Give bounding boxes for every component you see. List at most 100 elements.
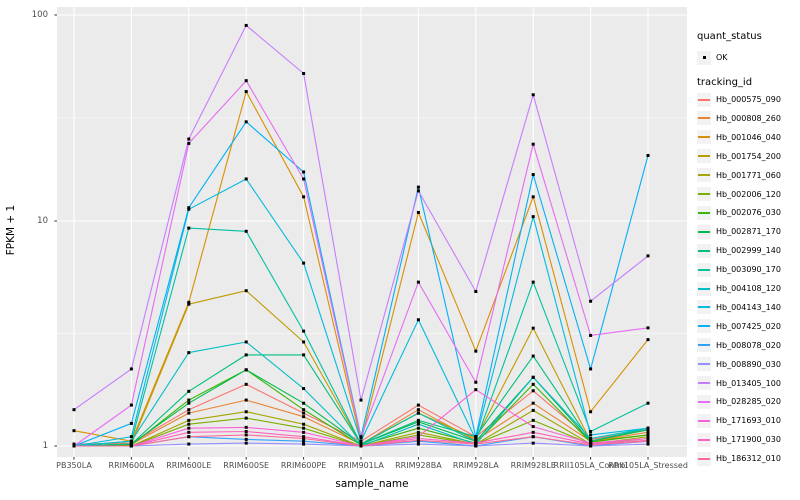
data-point — [244, 353, 248, 357]
x-tick-label: RRIM928LE — [510, 461, 556, 470]
data-point — [474, 444, 478, 448]
data-point — [646, 153, 650, 157]
legend-line-swatch — [698, 174, 710, 177]
legend-item-label: Hb_008890_030 — [716, 359, 781, 369]
data-point — [244, 433, 248, 437]
legend-item-Hb_004108_120: Hb_004108_120 — [697, 279, 781, 298]
data-point — [359, 444, 363, 448]
data-point — [244, 23, 248, 27]
ok-point-icon — [702, 56, 706, 59]
x-axis-title: sample_name — [335, 478, 409, 490]
data-point — [302, 195, 306, 199]
legend-item-label: Hb_186312_010 — [716, 454, 781, 464]
data-point — [302, 411, 306, 415]
data-point — [187, 302, 191, 306]
legend-line-swatch — [698, 211, 710, 214]
data-point — [531, 418, 535, 422]
data-point — [187, 426, 191, 430]
legend-item-label: Hb_171900_030 — [716, 435, 781, 445]
legend-item-label: Hb_013405_100 — [716, 378, 781, 388]
legend-item-Hb_002871_170: Hb_002871_170 — [697, 222, 781, 241]
data-point — [302, 387, 306, 391]
panel-background — [57, 7, 687, 457]
data-point — [244, 120, 248, 124]
data-point — [244, 79, 248, 83]
x-tick-label: PB350LA — [56, 461, 92, 470]
legend-item-label: Hb_001754_200 — [716, 151, 781, 161]
data-point — [416, 189, 420, 193]
data-point — [416, 433, 420, 437]
data-point — [646, 435, 650, 439]
data-point — [187, 351, 191, 355]
legend-item-label: Hb_002871_170 — [716, 227, 781, 237]
data-point — [589, 367, 593, 371]
data-point — [187, 300, 191, 304]
data-point — [589, 429, 593, 433]
data-point — [359, 442, 363, 446]
legend-key-box — [697, 130, 711, 145]
data-point — [589, 333, 593, 337]
data-point — [646, 426, 650, 430]
data-point — [72, 444, 76, 448]
data-point — [531, 441, 535, 445]
legend-key-box — [697, 262, 711, 277]
legend-key-box — [697, 300, 711, 315]
data-point — [129, 435, 133, 439]
data-point — [474, 349, 478, 353]
data-point — [531, 280, 535, 284]
legend-key-box — [697, 451, 711, 466]
data-point — [244, 441, 248, 445]
data-point — [531, 93, 535, 97]
data-point — [187, 389, 191, 393]
legend-line-swatch — [698, 249, 710, 252]
data-point — [72, 408, 76, 412]
data-point — [187, 411, 191, 415]
data-point — [359, 398, 363, 402]
legend-line-swatch — [698, 230, 710, 233]
y-tick-label: 1 — [42, 441, 48, 451]
legend: quant_status OK tracking_id Hb_000575_09… — [690, 0, 800, 500]
legend-line-swatch — [698, 457, 710, 460]
data-point — [589, 410, 593, 414]
legend-line-swatch — [698, 136, 710, 139]
data-point — [531, 401, 535, 405]
data-point — [302, 353, 306, 357]
legend-item-Hb_013405_100: Hb_013405_100 — [697, 374, 781, 393]
data-point — [646, 401, 650, 405]
legend-key-box — [697, 432, 711, 447]
legend-item-Hb_003090_170: Hb_003090_170 — [697, 260, 781, 279]
data-point — [302, 177, 306, 181]
legend-item-Hb_008890_030: Hb_008890_030 — [697, 355, 781, 374]
legend-line-swatch — [698, 382, 710, 384]
data-point — [187, 401, 191, 405]
legend-item-Hb_001046_040: Hb_001046_040 — [697, 128, 781, 147]
legend-line-swatch — [698, 438, 710, 441]
data-point — [474, 437, 478, 441]
data-point — [187, 435, 191, 439]
legend-item-Hb_171900_030: Hb_171900_030 — [697, 430, 781, 449]
legend-item-label: Hb_000575_090 — [716, 95, 781, 104]
data-point — [359, 436, 363, 440]
data-point — [129, 442, 133, 446]
legend-item-label: Hb_002999_140 — [716, 246, 781, 256]
data-point — [531, 215, 535, 219]
legend-item-label: Hb_008078_020 — [716, 340, 781, 350]
data-point — [302, 401, 306, 405]
data-point — [646, 338, 650, 342]
data-point — [474, 380, 478, 384]
data-point — [244, 437, 248, 441]
legend-item-Hb_171693_010: Hb_171693_010 — [697, 411, 781, 430]
legend-item-ok: OK — [697, 48, 728, 67]
data-point — [187, 141, 191, 145]
data-point — [416, 185, 420, 189]
data-point — [646, 430, 650, 434]
legend-item-Hb_001754_200: Hb_001754_200 — [697, 147, 781, 166]
data-point — [244, 177, 248, 181]
data-point — [244, 382, 248, 386]
data-point — [72, 429, 76, 433]
data-point — [416, 436, 420, 440]
legend-item-label: Hb_007425_020 — [716, 321, 781, 331]
legend-key-box — [697, 205, 711, 220]
legend-key-box — [697, 413, 711, 428]
data-point — [531, 173, 535, 177]
